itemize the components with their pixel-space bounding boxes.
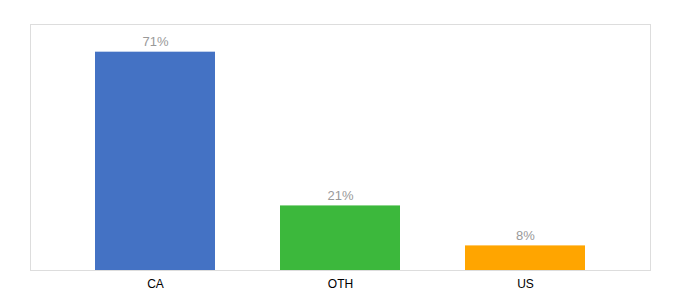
svg-text:US: US — [517, 277, 534, 291]
svg-text:71%: 71% — [142, 34, 168, 49]
svg-text:OTH: OTH — [328, 277, 353, 291]
svg-text:21%: 21% — [327, 188, 353, 203]
svg-text:8%: 8% — [516, 228, 535, 243]
svg-text:CA: CA — [147, 277, 164, 291]
